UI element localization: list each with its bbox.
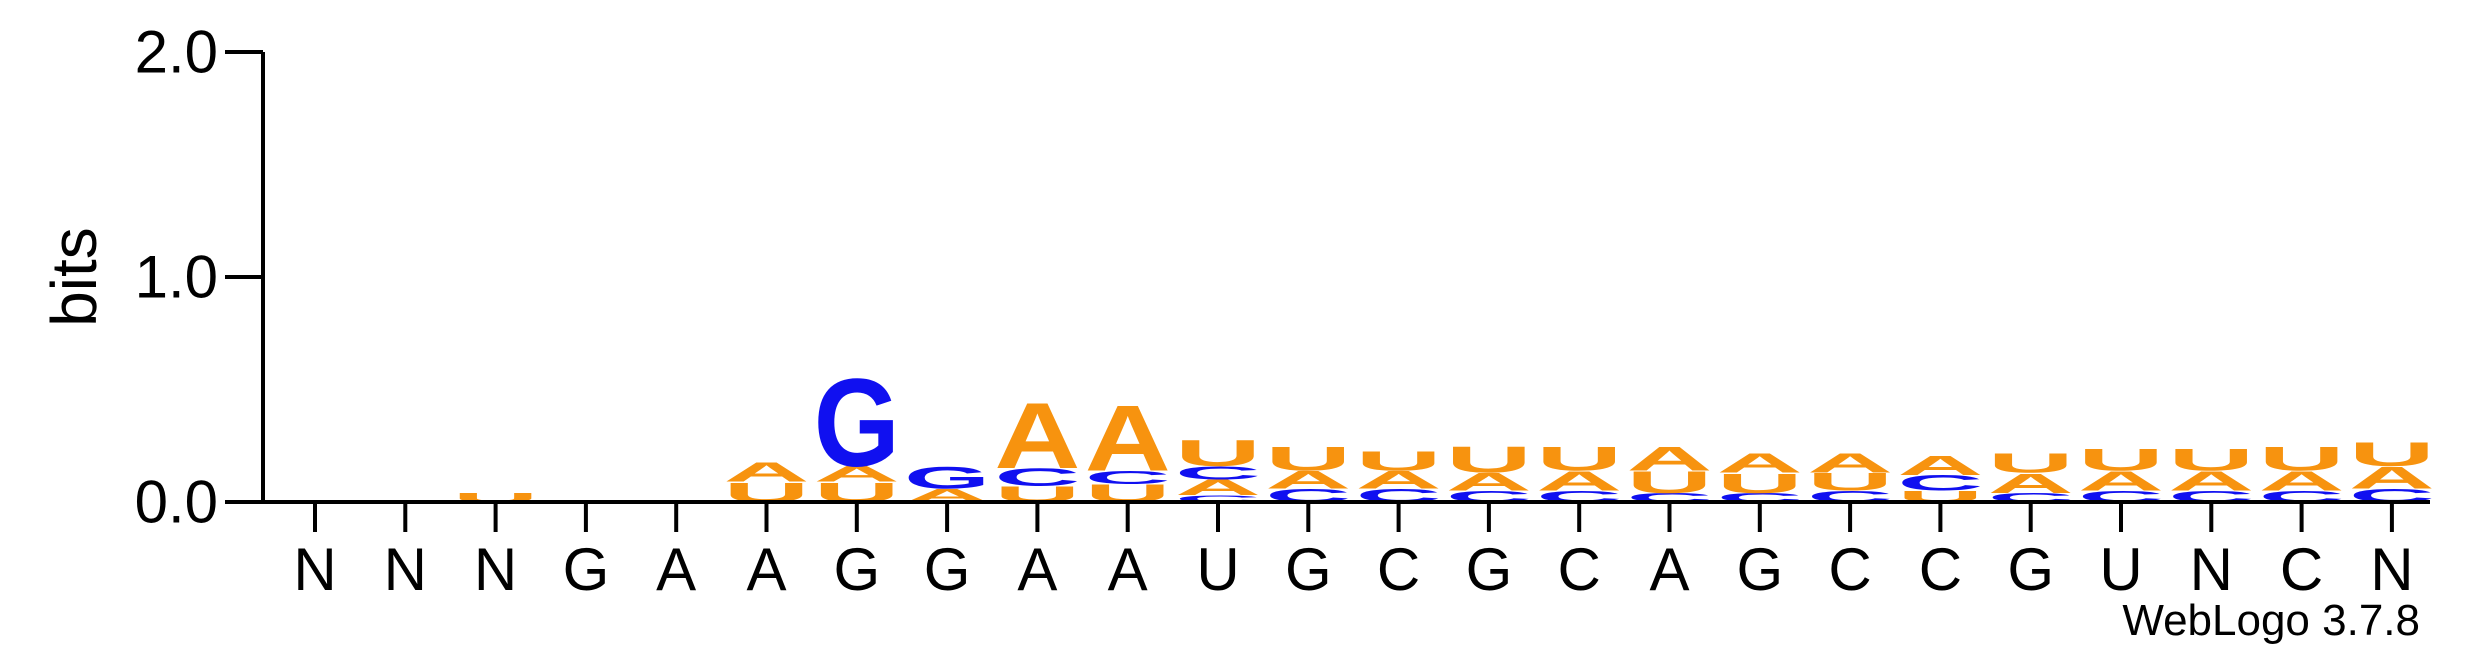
x-tick-label: G [1736,536,1783,603]
x-tick-label: G [1466,536,1513,603]
y-axis: 2.0 1.0 0.0 bits [38,19,265,536]
logo-letter-A: A [2259,466,2345,497]
x-tick-label: G [1285,536,1332,603]
logo-letter-G: G [904,460,990,495]
logo-letter-U: U [1717,468,1803,499]
logo-letter-A: A [723,457,809,488]
x-tick-label: U [2099,536,2142,603]
logo-letter-U: U [2168,443,2254,478]
x-tick-label: N [2370,536,2413,603]
x-tick-label: C [1558,536,1601,603]
x-tick-label: C [2280,536,2323,603]
y-axis-label: bits [38,227,110,327]
logo-letter-U: U [1265,440,1351,478]
y-tick-label-1: 1.0 [135,244,218,311]
x-tick-label: N [293,536,336,603]
y-tick-label-2: 2.0 [135,19,218,86]
logo-letter-C: C [994,464,1080,492]
logo-letter-U: U [1356,445,1442,476]
logo-letter-U: U [2078,443,2164,478]
x-tick-label: A [656,536,696,603]
logo-letter-A: A [1897,450,1983,481]
x-tick-label: G [924,536,971,603]
logo-letter-U: U [1536,440,1622,478]
y-tick-label-0: 0.0 [135,469,218,536]
logo-letter-A: A [1356,466,1442,494]
logo-letter-A: A [1446,468,1532,496]
x-tick-label: A [1017,536,1057,603]
x-tick-label: N [384,536,427,603]
logo-letter-U: U [1175,432,1261,474]
x-tick-label: A [1108,536,1148,603]
x-tick-label: A [746,536,786,603]
logo-letter-A: A [1988,468,2074,499]
letter-stacks: AUAUAUAGAGUCAUCACACUCAUCAUCAUCAUCUACUACU… [272,354,2435,508]
logo-letter-U: U [1988,448,2074,479]
logo-letter-C: C [1897,471,1983,496]
logo-letter-A: A [1807,448,1893,479]
logo-letter-U: U [2349,435,2435,473]
logo-letter-A: A [2168,466,2254,497]
logo-letter-A: A [1175,476,1261,501]
x-tick-label: N [2190,536,2233,603]
logo-letter-C: C [1175,494,1261,504]
x-tick-label: G [563,536,610,603]
x-tick-label: C [1828,536,1871,603]
x-tick-label: C [1919,536,1962,603]
x-tick-label: G [833,536,880,603]
logo-letter-G: G [814,354,900,494]
x-tick-label: N [474,536,517,603]
logo-letter-A: A [994,383,1080,488]
logo-letter-A: A [1627,440,1713,478]
logo-letter-A: A [1265,466,1351,494]
logo-letter-U: U [1626,465,1712,500]
x-tick-label: U [1196,536,1239,603]
x-tick-label: A [1649,536,1689,603]
x-tick-label: C [1377,536,1420,603]
x-tick-label: G [2007,536,2054,603]
logo-letter-A: A [1085,386,1171,491]
logo-letter-A: A [2349,461,2435,496]
logo-letter-U: U [2259,440,2345,478]
logo-letter-U: U [1446,439,1532,481]
logo-letter-A: A [1717,448,1803,479]
footer-credit: WebLogo 3.7.8 [2122,596,2420,645]
logo-letter-U: U [1807,468,1893,496]
logo-letter-C: C [1085,467,1171,488]
logo-letter-C: C [1175,463,1261,484]
logo-letter-A: A [814,462,900,487]
logo-letter-A: A [1536,466,1622,497]
logo-letter-A: A [2078,466,2164,497]
